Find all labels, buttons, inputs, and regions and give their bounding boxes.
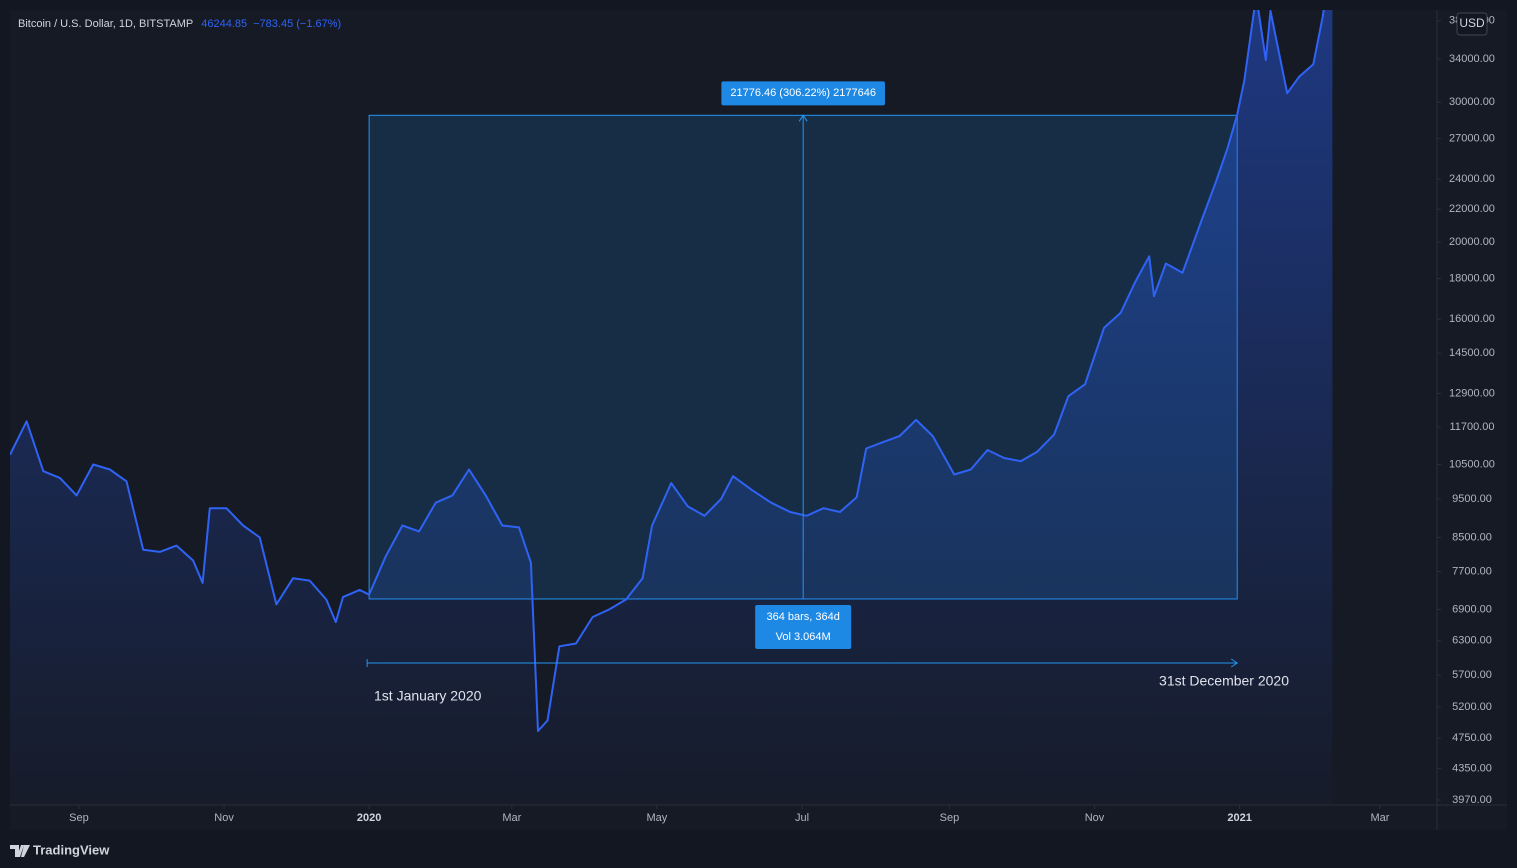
measure-bars: 364 bars, 364d: [766, 611, 839, 623]
measure-label: 21776.46 (306.22%) 2177646: [730, 87, 876, 99]
y-tick-label: 4350.00: [1452, 762, 1492, 774]
price-change: −783.45 (−1.67%): [253, 18, 341, 30]
brand[interactable]: TradingView: [33, 842, 110, 857]
y-tick-label: 8500.00: [1452, 531, 1492, 543]
x-tick-label: 2021: [1227, 812, 1251, 824]
y-tick-label: 6300.00: [1452, 635, 1492, 647]
x-tick-label: Nov: [1085, 812, 1105, 824]
measure-info-bg: [755, 604, 852, 649]
y-tick-label: 5700.00: [1452, 669, 1492, 681]
y-tick-label: 16000.00: [1449, 313, 1495, 325]
x-tick-label: Mar: [502, 812, 521, 824]
y-tick-label: 27000.00: [1449, 133, 1495, 145]
last-price: 46244.85: [201, 18, 247, 30]
x-tick-label: Jul: [795, 812, 809, 824]
y-tick-label: 6900.00: [1452, 603, 1492, 615]
x-tick-label: Sep: [69, 812, 89, 824]
y-tick-label: 14500.00: [1449, 347, 1495, 359]
brand-logo[interactable]: TradingView: [10, 842, 110, 857]
y-tick-label: 9500.00: [1452, 493, 1492, 505]
logo-icon[interactable]: [10, 845, 30, 857]
x-tick-label: May: [647, 812, 668, 824]
measure-label-bg: [721, 81, 885, 106]
y-tick-label: 20000.00: [1449, 236, 1495, 248]
y-tick-label: 34000.00: [1449, 53, 1495, 65]
x-tick-label: Nov: [214, 812, 234, 824]
y-tick-label: 7700.00: [1452, 565, 1492, 577]
annotation: 31st December 2020: [1159, 673, 1289, 689]
y-tick-label: 22000.00: [1449, 203, 1495, 215]
price-line: [10, 10, 1325, 732]
x-tick-label: Sep: [940, 812, 960, 824]
x-tick-label: 2020: [357, 812, 381, 824]
arrow-head: [798, 114, 808, 122]
y-tick-label: 10500.00: [1449, 458, 1495, 470]
y-tick-label: 24000.00: [1449, 173, 1495, 185]
y-tick-label: 18000.00: [1449, 272, 1495, 284]
arrow-head: [1230, 658, 1239, 668]
currency-badge[interactable]: [1456, 12, 1488, 36]
y-tick-label: 12900.00: [1449, 387, 1495, 399]
y-tick-label: 5200.00: [1452, 701, 1492, 713]
measure-vol: Vol 3.064M: [776, 631, 831, 643]
currency[interactable]: USD: [1459, 16, 1485, 30]
chart-title: Bitcoin / U.S. Dollar, 1D, BITSTAMP: [18, 18, 193, 30]
y-tick-label: 11700.00: [1449, 421, 1494, 433]
x-tick-label: Mar: [1370, 812, 1389, 824]
annotation: 1st January 2020: [374, 688, 482, 704]
y-tick-label: 30000.00: [1449, 96, 1495, 108]
y-tick-label: 3970.00: [1452, 794, 1492, 806]
y-tick-label: 4750.00: [1452, 732, 1492, 744]
